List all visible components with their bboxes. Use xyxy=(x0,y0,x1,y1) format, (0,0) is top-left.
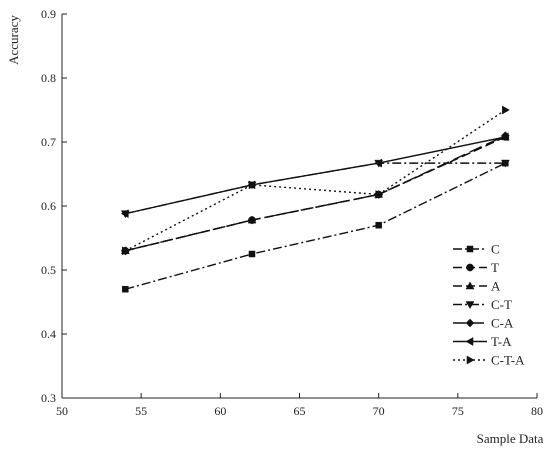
y-axis-label: Accuracy xyxy=(6,15,21,65)
legend-label: C-T xyxy=(491,297,512,312)
x-axis-label: Sample Data xyxy=(477,431,544,446)
x-ticks: 50 55 60 65 70 75 80 xyxy=(56,393,543,418)
y-tick-label: 0.7 xyxy=(41,135,56,149)
series-line xyxy=(125,136,506,252)
data-point xyxy=(500,132,509,142)
legend-marker xyxy=(466,245,474,253)
series-a xyxy=(120,132,510,255)
y-tick-label: 0.6 xyxy=(41,199,56,213)
legend-marker xyxy=(466,263,474,272)
series-c-t xyxy=(120,159,510,219)
data-point xyxy=(248,180,257,190)
legend-item: T xyxy=(453,260,499,275)
series-t-a xyxy=(120,132,509,219)
legend-item: C-T xyxy=(453,297,512,312)
series-c-t-a xyxy=(122,105,510,256)
legend-label: T-A xyxy=(491,334,512,349)
x-tick-label: 50 xyxy=(56,404,68,418)
y-tick-label: 0.4 xyxy=(41,327,56,341)
x-tick-label: 75 xyxy=(452,404,464,418)
data-point xyxy=(375,190,384,199)
legend-item: T-A xyxy=(453,334,512,349)
data-point xyxy=(122,246,130,256)
series-layer xyxy=(120,105,510,293)
series-line xyxy=(125,134,506,252)
x-tick-label: 65 xyxy=(294,404,306,418)
data-point xyxy=(247,215,257,225)
series-line xyxy=(125,162,506,290)
series-c-a xyxy=(120,131,510,256)
legend-label: T xyxy=(491,260,499,275)
x-tick-label: 70 xyxy=(373,404,385,418)
x-tick-label: 80 xyxy=(531,404,543,418)
legend: CTA C-T C-A T-A C-T-A xyxy=(453,242,525,368)
series-line xyxy=(125,136,506,215)
legend-item: C-T-A xyxy=(453,353,525,368)
axes xyxy=(61,14,537,399)
data-point xyxy=(120,209,129,219)
series-line xyxy=(125,109,506,252)
y-tick-label: 0.3 xyxy=(41,391,56,405)
y-ticks: 0.3 0.4 0.5 0.6 0.7 0.8 0.9 xyxy=(41,7,67,405)
y-tick-label: 0.8 xyxy=(41,71,56,85)
x-tick-label: 60 xyxy=(214,404,226,418)
y-tick-label: 0.5 xyxy=(41,263,56,277)
y-tick-label: 0.9 xyxy=(41,7,56,21)
data-point xyxy=(248,250,256,258)
legend-item: C xyxy=(453,242,500,257)
x-tick-label: 55 xyxy=(135,404,147,418)
legend-item: A xyxy=(453,279,501,294)
legend-label: C-A xyxy=(491,316,514,331)
legend-marker xyxy=(465,281,475,290)
series-c xyxy=(122,159,509,293)
legend-item: C-A xyxy=(453,316,514,331)
legend-marker xyxy=(465,318,475,328)
legend-label: C-T-A xyxy=(491,353,525,368)
data-point xyxy=(502,105,510,115)
legend-marker xyxy=(466,355,475,365)
data-point xyxy=(375,221,382,229)
series-line xyxy=(125,136,506,252)
series-t xyxy=(121,133,510,255)
data-point xyxy=(374,158,382,168)
legend-marker xyxy=(465,337,474,346)
legend-label: A xyxy=(491,279,501,294)
legend-label: C xyxy=(491,242,500,257)
data-point xyxy=(500,159,510,168)
series-line xyxy=(125,162,506,215)
legend-marker xyxy=(465,301,475,310)
data-point xyxy=(122,285,129,293)
